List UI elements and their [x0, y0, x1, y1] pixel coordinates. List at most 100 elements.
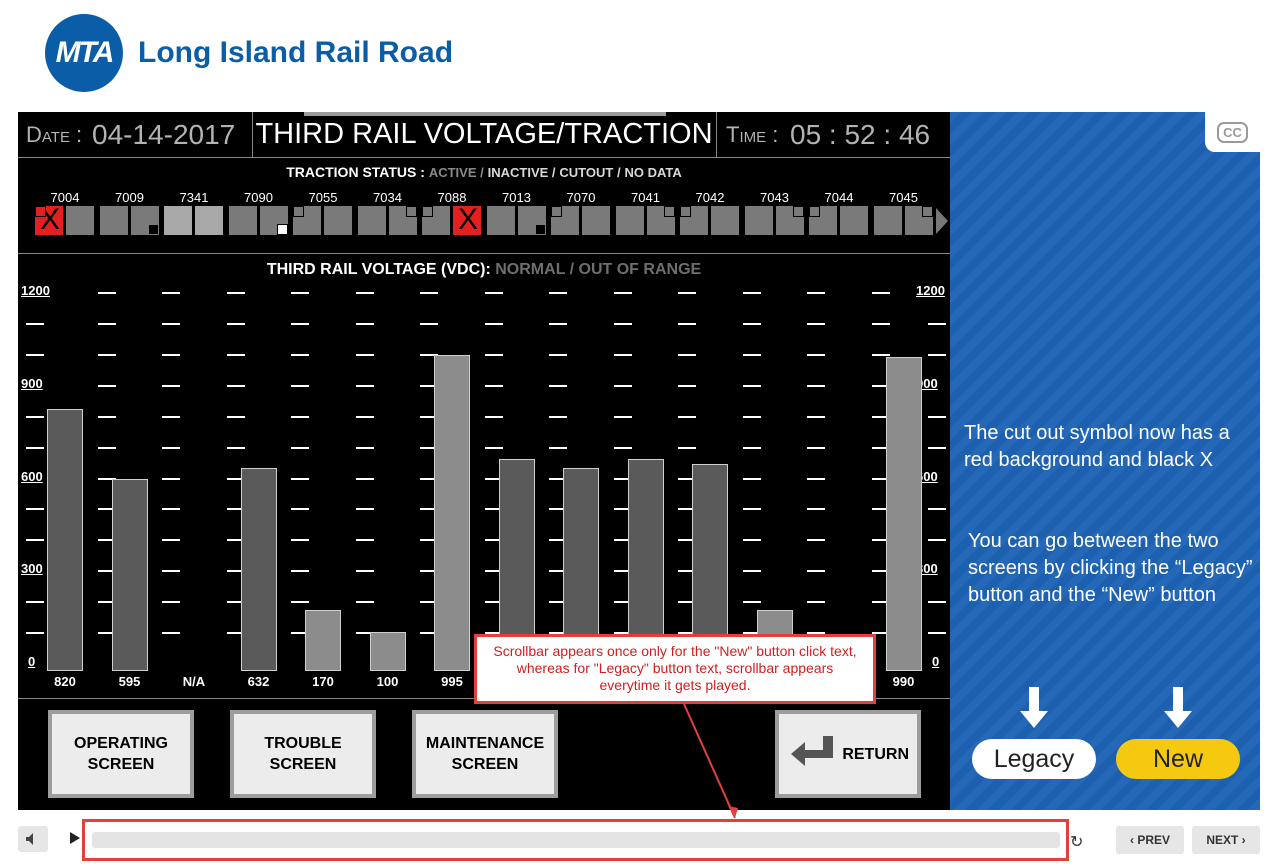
grid-dash	[162, 384, 180, 387]
grid-dash	[613, 322, 632, 325]
screen-top-bar: Date : 04-14-2017 THIRD RAIL VOLTAGE/TRA…	[18, 112, 950, 158]
car-cell-cutout: X	[34, 204, 64, 236]
play-icon[interactable]	[70, 832, 80, 844]
grid-dash	[613, 539, 632, 542]
car-id-label: 7088	[437, 190, 467, 205]
grid-dash	[162, 601, 180, 604]
return-button[interactable]: RETURN	[775, 710, 921, 798]
car-cell	[839, 205, 869, 236]
car-cell	[614, 205, 645, 236]
grid-dash	[355, 601, 374, 604]
grid-dash	[355, 632, 374, 635]
grid-dash	[355, 570, 374, 573]
annotation-callout: Scrollbar appears once only for the "New…	[474, 634, 876, 704]
grid-dash	[355, 415, 374, 418]
grid-dash	[162, 539, 180, 542]
prev-label: PREV	[1137, 833, 1171, 847]
car-cell	[679, 205, 709, 236]
grid-dash	[549, 601, 567, 604]
screen-title: THIRD RAIL VOLTAGE/TRACTION	[255, 118, 713, 150]
down-arrow-icon	[1164, 687, 1192, 728]
cutout-x-icon: X	[457, 203, 478, 236]
door-indicator	[534, 224, 546, 235]
grid-dash	[549, 446, 567, 449]
grid-dash	[807, 601, 825, 604]
car-cell	[645, 205, 676, 236]
grid-dash	[226, 477, 245, 480]
door-indicator	[35, 206, 46, 217]
car-cell	[485, 205, 516, 236]
seek-bar[interactable]	[92, 832, 1060, 848]
grid-dash	[226, 322, 245, 325]
grid-dash	[484, 477, 503, 480]
grid-dash	[807, 508, 825, 511]
door-indicator	[147, 224, 159, 235]
grid-dash	[226, 446, 245, 449]
grid-dash	[484, 415, 503, 418]
grid-dash	[97, 415, 116, 418]
divider	[252, 112, 253, 158]
grid-dash	[871, 446, 890, 449]
grid-dash	[420, 384, 438, 387]
grid-dash	[420, 292, 438, 294]
grid-dash	[678, 415, 696, 418]
down-arrow-icon	[1020, 687, 1048, 728]
voltage-value-label: 170	[312, 674, 334, 689]
car-cell	[356, 205, 387, 236]
door-indicator	[792, 206, 804, 217]
scroll-right-arrow-icon[interactable]	[936, 208, 948, 234]
closed-captions-button[interactable]: CC	[1205, 112, 1260, 152]
car-cell	[421, 205, 451, 236]
grid-dash	[871, 632, 890, 635]
voltage-value-label: 995	[441, 674, 463, 689]
prev-button[interactable]: ‹ PREV	[1116, 826, 1184, 854]
car-cell	[743, 205, 774, 236]
maintenance-screen-button[interactable]: MAINTENANCE SCREEN	[412, 710, 558, 798]
door-indicator	[551, 206, 562, 217]
car-id-label: 7341	[179, 190, 209, 205]
train-screen-panel: Date : 04-14-2017 THIRD RAIL VOLTAGE/TRA…	[18, 112, 950, 810]
grid-dash	[613, 477, 632, 480]
grid-dash	[26, 539, 44, 542]
grid-dash	[928, 508, 946, 511]
voltage-value-label: 820	[54, 674, 76, 689]
car-id-row: 7004 7009 7341 7090 7055 7034 7088 7013 7070 7041…	[18, 190, 950, 205]
y-tick-label: 300	[21, 561, 43, 577]
car-id-label: 7044	[824, 190, 854, 205]
car-cell	[98, 205, 129, 236]
door-indicator	[663, 206, 675, 217]
new-button[interactable]: New	[1116, 739, 1240, 779]
replay-icon[interactable]: ↻	[1070, 834, 1084, 851]
legacy-button[interactable]: Legacy	[972, 739, 1096, 779]
volume-button[interactable]	[18, 826, 48, 852]
grid-dash	[420, 446, 438, 449]
y-tick-label: 1200	[916, 283, 945, 298]
grid-dash	[97, 601, 116, 604]
grid-dash	[871, 292, 890, 294]
grid-dash	[162, 508, 180, 511]
grid-dash	[484, 322, 503, 325]
grid-dash	[613, 570, 632, 573]
grid-dash	[742, 632, 761, 635]
voltage-bar	[111, 479, 148, 671]
next-button[interactable]: NEXT ›	[1192, 826, 1260, 854]
return-label: RETURN	[842, 745, 909, 763]
grid-dash	[613, 353, 632, 356]
grid-dash	[484, 384, 503, 387]
grid-dash	[355, 322, 374, 325]
traction-status-label: TRACTION STATUS :	[286, 164, 425, 180]
trouble-screen-button[interactable]: TROUBLE SCREEN	[230, 710, 376, 798]
door-indicator	[422, 206, 433, 217]
grid-dash	[742, 292, 761, 294]
grid-dash	[484, 601, 503, 604]
time-value: 05 : 52 : 46	[790, 119, 931, 150]
grid-dash	[549, 632, 567, 635]
divider	[18, 253, 950, 254]
grid-dash	[678, 601, 696, 604]
operating-screen-button[interactable]: OPERATING SCREEN	[48, 710, 194, 798]
door-indicator	[293, 206, 304, 217]
car-cell	[227, 205, 258, 236]
grid-dash	[420, 415, 438, 418]
door-indicator	[921, 206, 933, 217]
